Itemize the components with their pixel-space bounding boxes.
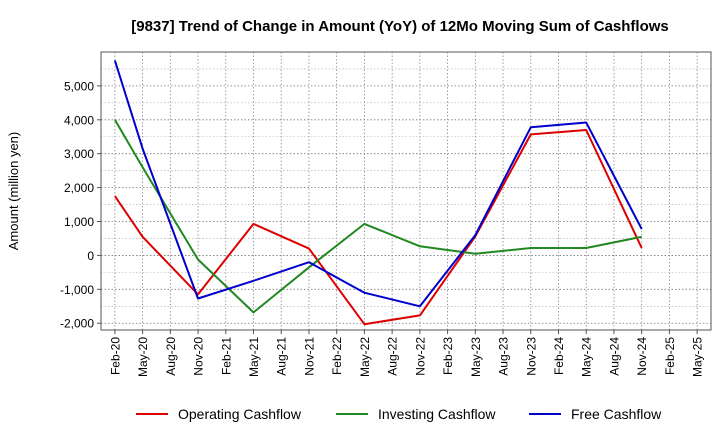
y-axis-ticks: -2,000 -1,000 0 1,000 2,000 3,000 4,000 5,000 [60,79,101,331]
x-tick-label: Feb-24 [552,337,566,375]
y-tick-label: 0 [87,249,94,263]
x-tick-label: Feb-21 [219,337,233,375]
chart-title: [9837] Trend of Change in Amount (YoY) o… [131,18,669,35]
legend: Operating Cashflow Investing Cashflow Free… [136,406,662,422]
x-tick-label: May-22 [358,337,372,377]
x-tick-label: Aug-23 [497,337,511,376]
x-tick-label: May-23 [469,337,483,377]
x-tick-label: May-25 [691,337,705,377]
x-axis-ticks: Feb-20 May-20 Aug-20 Nov-20 Feb-21 May-21 Aug-… [108,330,705,377]
x-tick-label: Nov-20 [192,337,206,376]
y-tick-label: 2,000 [64,181,94,195]
series-line-investing-cashflow [114,119,642,314]
x-tick-label: Aug-20 [164,337,178,376]
series-lines [113,60,643,326]
x-tick-label: May-24 [580,337,594,377]
x-tick-label: May-20 [136,337,150,377]
x-tick-label: May-21 [247,337,261,377]
y-axis-label: Amount (million yen) [6,132,21,251]
y-tick-label: -2,000 [60,317,94,331]
y-tick-label: 5,000 [64,79,94,93]
series-line-free-cashflow [113,60,643,308]
x-tick-label: Aug-22 [386,337,400,376]
grid [101,52,711,330]
x-tick-label: Aug-21 [275,337,289,376]
x-tick-label: Nov-23 [524,337,538,376]
y-tick-label: 3,000 [64,147,94,161]
x-tick-label: Feb-25 [663,337,677,375]
legend-label: Investing Cashflow [378,406,496,422]
x-tick-label: Feb-20 [108,337,122,375]
x-tick-label: Feb-23 [441,337,455,375]
legend-label: Free Cashflow [571,406,662,422]
y-tick-label: 4,000 [64,113,94,127]
x-tick-label: Nov-24 [635,337,649,376]
series-line-operating-cashflow [114,129,643,326]
x-tick-label: Aug-24 [607,337,621,376]
x-tick-label: Nov-22 [413,337,427,376]
y-tick-label: -1,000 [60,283,94,297]
plot-area [100,51,712,331]
legend-label: Operating Cashflow [178,406,302,422]
x-tick-label: Nov-21 [302,337,316,376]
y-tick-label: 1,000 [64,215,94,229]
x-tick-label: Feb-22 [330,337,344,375]
